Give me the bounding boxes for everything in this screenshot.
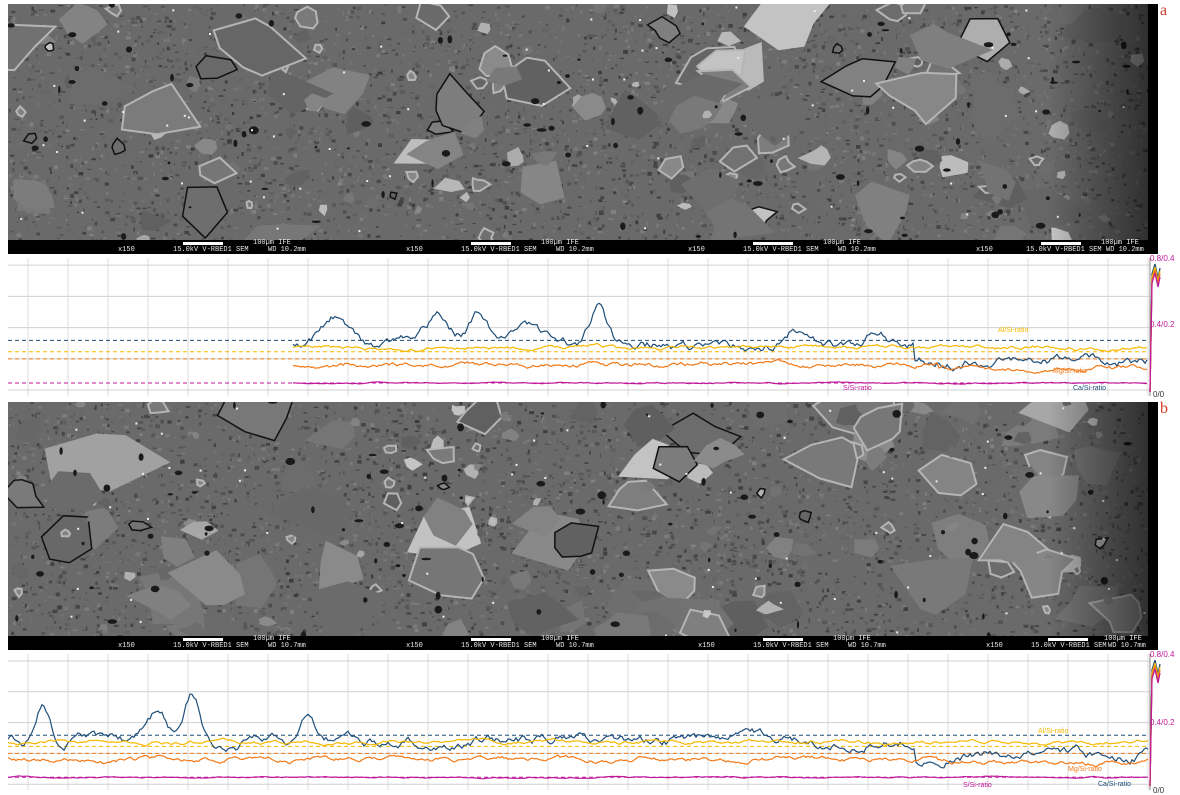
tick-bottom-b: 0/0 — [1153, 786, 1165, 795]
series-label-ca-b: Ca/Si-ratio — [1098, 781, 1132, 788]
sem-micrograph-a — [8, 4, 1158, 240]
sem-mosaic-b: 100µm IFE x150 15.0kV V-RBED1 SEM WD 10.… — [8, 402, 1158, 650]
series-label-al-a: Al/Si-ratio — [998, 327, 1029, 334]
sem-micrograph-b — [8, 402, 1158, 636]
sem-mosaic-a: 100µm IFE x150 15.0kV V-RBED1 SEM WD 10.… — [8, 4, 1158, 254]
series-label-ca-a: Ca/Si-ratio — [1073, 385, 1107, 392]
tile-meta-b1: 100µm IFE x150 15.0kV V-RBED1 SEM WD 10.… — [118, 635, 306, 650]
tile-meta-a1: 100µm IFE x150 15.0kV V-RBED1 SEM WD 10.… — [118, 239, 306, 254]
ratio-plot-b-canvas — [8, 654, 1161, 790]
tick-top-b: 0.8/0.4 — [1150, 650, 1175, 659]
tile-meta-a3: 100µm IFE x150 15.0kV V-RBED1 SEM WD 10.… — [688, 239, 876, 254]
series-label-s-a: S/Si-ratio — [843, 385, 872, 392]
tile-meta-b3: 100µm IFE x150 15.0kV V-RBED1 SEM WD 10.… — [698, 635, 886, 650]
scalebar-strip-a: 100µm IFE x150 15.0kV V-RBED1 SEM WD 10.… — [8, 240, 1158, 254]
tick-mid-b: 0.4/0.2 — [1150, 718, 1175, 727]
tile-meta-b2: 100µm IFE x150 15.0kV V-RBED1 SEM WD 10.… — [406, 635, 594, 650]
series-label-al-b: Al/Si-ratio — [1038, 728, 1069, 735]
series-label-mg-b: Mg/Si-ratio — [1068, 766, 1102, 773]
ratio-plot-a-canvas — [8, 258, 1161, 396]
tile-meta-a2: 100µm IFE x150 15.0kV V-RBED1 SEM WD 10.… — [406, 239, 594, 254]
tick-top-a: 0.8/0.4 — [1150, 254, 1175, 263]
tile-meta-a4: 100µm IFE x150 15.0kV V-RBED1 SEM WD 10.… — [976, 239, 1144, 254]
panel-label-b: b — [1160, 400, 1168, 417]
series-label-mg-a: Mg/Si-ratio — [1053, 368, 1087, 375]
panel-label-a: a — [1160, 2, 1168, 19]
tick-mid-a: 0.4/0.2 — [1150, 320, 1175, 329]
tick-bottom-a: 0/0 — [1153, 390, 1165, 399]
tile-meta-b4: 100µm IFE x150 15.0kV V-RBED1 SEM WD 10.… — [986, 635, 1146, 650]
scalebar-strip-b: 100µm IFE x150 15.0kV V-RBED1 SEM WD 10.… — [8, 636, 1158, 650]
ratio-plot-a: 0.8/0.4 0.4/0.2 0/0 Al/Si-ratio Mg/Si-ra… — [8, 254, 1174, 400]
series-label-s-b: S/Si-ratio — [963, 782, 992, 789]
ratio-plot-b: 0.8/0.4 0.4/0.2 0/0 Al/Si-ratio Mg/Si-ra… — [8, 650, 1174, 795]
